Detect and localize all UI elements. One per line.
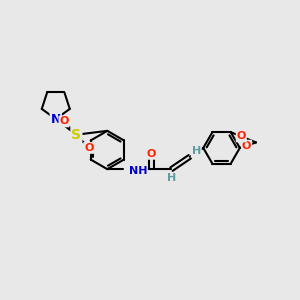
Text: N: N: [51, 112, 61, 126]
Text: O: O: [237, 131, 246, 142]
Text: H: H: [167, 173, 177, 183]
Text: H: H: [192, 146, 201, 157]
Text: O: O: [59, 116, 69, 126]
Text: O: O: [147, 149, 156, 159]
Text: O: O: [242, 141, 251, 151]
Text: NH: NH: [128, 167, 147, 176]
Text: O: O: [84, 143, 93, 153]
Text: S: S: [71, 128, 81, 142]
